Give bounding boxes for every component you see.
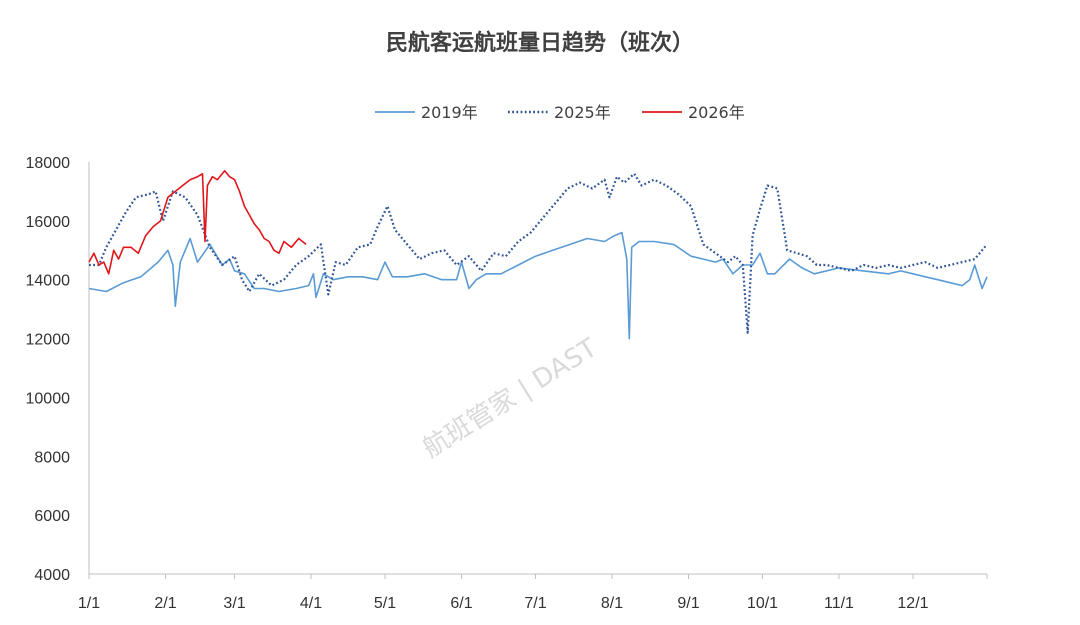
x-tick-label: 8/1 xyxy=(601,595,623,612)
y-tick-label: 10000 xyxy=(26,390,71,407)
y-tick-label: 18000 xyxy=(26,155,71,172)
x-tick-label: 2/1 xyxy=(154,595,176,612)
x-tick-label: 6/1 xyxy=(450,595,472,612)
y-tick-label: 4000 xyxy=(34,567,70,584)
x-tick-label: 11/1 xyxy=(824,595,854,612)
x-tick-label: 10/1 xyxy=(747,595,778,612)
x-tick-label: 12/1 xyxy=(897,595,928,612)
x-tick-label: 5/1 xyxy=(374,595,396,612)
x-tick-label: 3/1 xyxy=(223,595,245,612)
x-tick-label: 1/1 xyxy=(78,595,100,612)
series-line-2019 xyxy=(88,231,988,340)
legend-label: 2019年 xyxy=(421,103,478,122)
series-line-2026 xyxy=(88,170,307,275)
series-line-2025 xyxy=(89,172,988,334)
legend: 2019年 2025年 2026年 xyxy=(375,103,745,122)
plot-area xyxy=(88,170,988,340)
y-tick-label: 16000 xyxy=(26,214,71,231)
legend-label: 2026年 xyxy=(688,103,745,122)
y-tick-label: 6000 xyxy=(34,508,70,525)
axes: 4000 6000 8000 10000 12000 14000 16000 18000 1/1… xyxy=(26,155,988,612)
x-tick-label: 9/1 xyxy=(677,595,699,612)
watermark: 航班管家 | DAST xyxy=(418,333,603,464)
x-tick-label: 4/1 xyxy=(300,595,322,612)
chart-title: 民航客运航班量日趋势（班次） xyxy=(386,30,694,56)
y-tick-label: 12000 xyxy=(26,332,71,349)
y-tick-label: 8000 xyxy=(34,449,70,466)
x-tick-label: 7/1 xyxy=(524,595,546,612)
y-tick-label: 14000 xyxy=(26,273,71,290)
legend-label: 2025年 xyxy=(554,103,611,122)
